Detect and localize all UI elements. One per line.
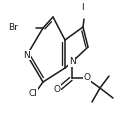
Text: O: O <box>84 74 90 82</box>
Text: Br: Br <box>8 23 18 32</box>
Text: N: N <box>24 50 30 60</box>
Text: N: N <box>69 57 75 67</box>
Text: I: I <box>81 2 83 12</box>
Text: O: O <box>53 84 60 94</box>
Text: Cl: Cl <box>29 89 37 97</box>
